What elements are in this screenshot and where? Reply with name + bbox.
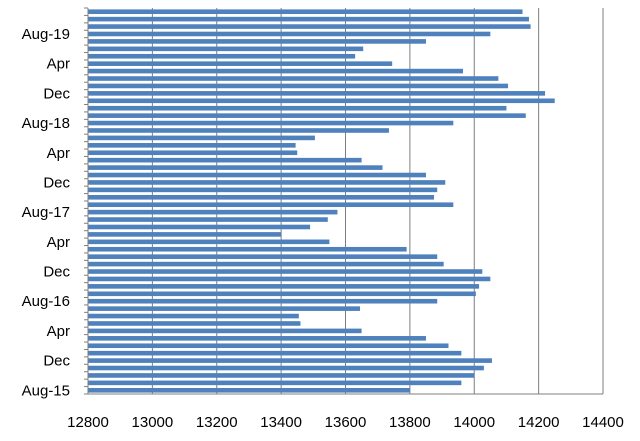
bar-17 xyxy=(88,261,444,267)
x-tick-label-13000: 13000 xyxy=(132,414,174,431)
bar-50 xyxy=(88,16,529,22)
bar-12 xyxy=(88,298,438,304)
bar-33 xyxy=(88,143,296,148)
bar-28 xyxy=(88,180,446,185)
bar-7 xyxy=(88,336,426,341)
bar-24 xyxy=(88,209,338,215)
y-tick-label-24: Aug-17 xyxy=(22,204,70,221)
bar-48 xyxy=(88,31,491,37)
bar-25 xyxy=(88,202,454,208)
bar-0 xyxy=(88,387,410,393)
bar-41 xyxy=(88,83,509,89)
bar-15 xyxy=(88,276,491,282)
x-tick-label-13600: 13600 xyxy=(325,414,367,431)
bar-26 xyxy=(88,194,435,200)
bar-1 xyxy=(88,380,462,386)
bar-10 xyxy=(88,313,299,319)
bar-37 xyxy=(88,113,526,118)
x-tick-labels: 12800 13000 13200 13400 13600 13800 14000 14200… xyxy=(67,414,624,431)
bar-42 xyxy=(88,76,499,81)
bar-46 xyxy=(88,46,364,52)
y-tick-label-40: Dec xyxy=(43,85,70,102)
y-tick-label-4: Dec xyxy=(43,353,70,370)
y-tick-labels: Aug-15 Dec Apr Aug-16 Dec Apr Aug-17 Dec Apr Aug-… xyxy=(22,26,71,399)
bar-9 xyxy=(88,321,301,326)
y-tick-label-36: Aug-18 xyxy=(22,115,70,132)
bar-39 xyxy=(88,98,555,104)
y-tick-label-32: Apr xyxy=(47,145,70,162)
x-tick-label-14400: 14400 xyxy=(582,414,624,431)
bar-8 xyxy=(88,328,362,334)
axes xyxy=(84,7,603,395)
bar-51 xyxy=(88,9,523,15)
bar-2 xyxy=(88,373,475,378)
bar-4 xyxy=(88,358,492,363)
bar-30 xyxy=(88,165,383,170)
bar-40 xyxy=(88,91,546,96)
bar-38 xyxy=(88,105,507,111)
x-tick-label-13400: 13400 xyxy=(260,414,302,431)
y-tick-label-44: Apr xyxy=(47,56,70,73)
x-tick-label-13200: 13200 xyxy=(196,414,238,431)
bar-22 xyxy=(88,224,311,230)
bar-49 xyxy=(88,24,531,29)
bar-35 xyxy=(88,128,389,133)
y-tick-label-28: Dec xyxy=(43,174,70,191)
bar-31 xyxy=(88,157,362,163)
bar-16 xyxy=(88,269,483,274)
x-tick-label-12800: 12800 xyxy=(67,414,109,431)
bar-3 xyxy=(88,365,484,371)
x-tick-label-14000: 14000 xyxy=(453,414,495,431)
bar-36 xyxy=(88,120,454,126)
bar-47 xyxy=(88,39,426,44)
bar-20 xyxy=(88,239,330,245)
x-tick-label-13800: 13800 xyxy=(389,414,431,431)
y-tick-label-20: Apr xyxy=(47,234,70,251)
bar-21 xyxy=(88,232,282,237)
y-tick-label-0: Aug-15 xyxy=(22,382,70,399)
bar-23 xyxy=(88,217,328,222)
bar-29 xyxy=(88,172,426,178)
bar-5 xyxy=(88,350,462,356)
x-tick-label-14200: 14200 xyxy=(518,414,560,431)
bar-44 xyxy=(88,61,393,66)
bar-45 xyxy=(88,53,356,59)
bar-43 xyxy=(88,68,463,74)
bar-34 xyxy=(88,135,315,141)
bars xyxy=(88,9,555,393)
bar-32 xyxy=(88,150,298,156)
y-tick-label-8: Apr xyxy=(47,323,70,340)
y-tick-label-48: Aug-19 xyxy=(22,26,70,43)
bar-18 xyxy=(88,254,438,259)
bar-6 xyxy=(88,343,449,349)
y-tick-label-12: Aug-16 xyxy=(22,293,70,310)
bar-11 xyxy=(88,306,360,311)
bar-14 xyxy=(88,284,480,289)
bar-19 xyxy=(88,246,407,252)
y-tick-label-16: Dec xyxy=(43,264,70,281)
bar-27 xyxy=(88,187,438,193)
bar-13 xyxy=(88,291,476,297)
